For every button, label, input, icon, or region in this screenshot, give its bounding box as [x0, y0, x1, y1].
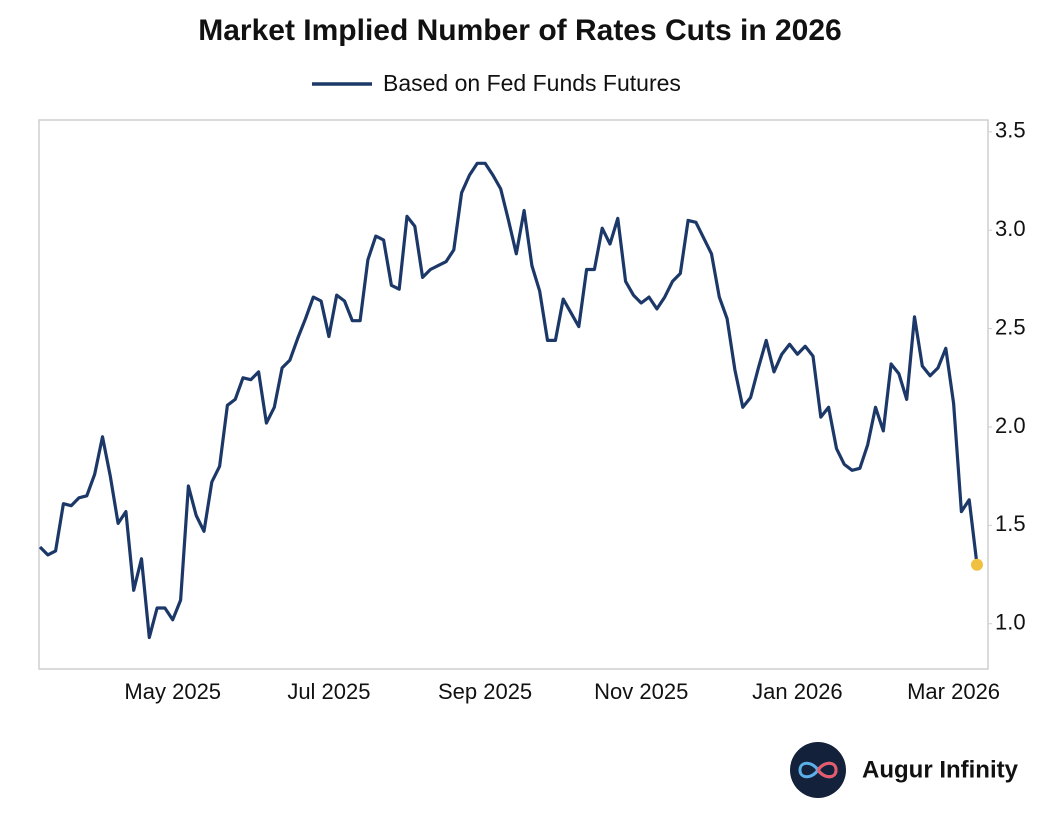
y-tick-label: 2.0	[995, 413, 1026, 438]
legend-label: Based on Fed Funds Futures	[383, 70, 681, 96]
x-tick-label: May 2025	[124, 679, 221, 704]
y-tick-label: 2.5	[995, 314, 1026, 339]
series-line	[38, 161, 979, 640]
plot-frame	[38, 119, 989, 670]
y-tick-label: 1.0	[995, 610, 1026, 635]
x-tick-label: Mar 2026	[907, 679, 1000, 704]
x-tick-label: Jul 2025	[287, 679, 370, 704]
last-point	[971, 558, 983, 571]
brand-name: Augur Infinity	[862, 756, 1019, 783]
x-tick-label: Nov 2025	[594, 679, 688, 704]
y-tick-label: 1.5	[995, 511, 1026, 536]
y-tick-label: 3.0	[995, 216, 1026, 241]
brand-logo-mark	[816, 761, 838, 779]
y-tick-label: 3.5	[995, 118, 1026, 143]
chart-title: Market Implied Number of Rates Cuts in 2…	[198, 14, 842, 47]
x-tick-label: Sep 2025	[438, 679, 532, 704]
x-tick-label: Jan 2026	[752, 679, 843, 704]
